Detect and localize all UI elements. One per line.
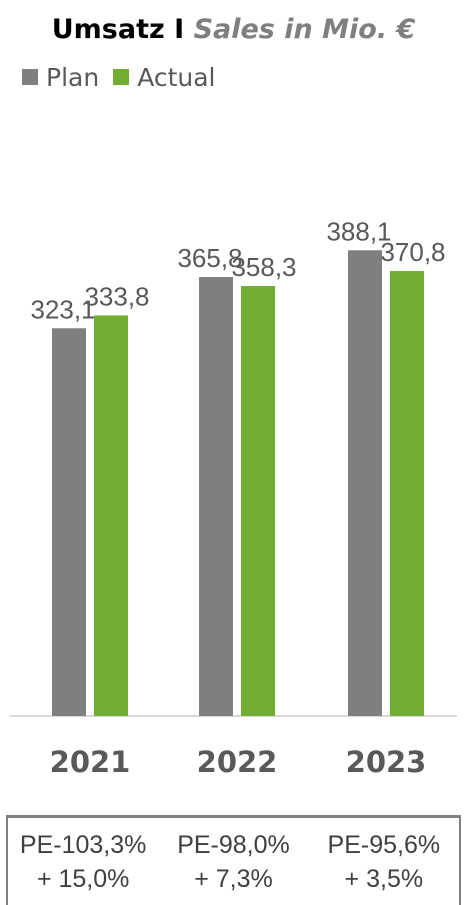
legend: Plan Actual <box>22 62 230 92</box>
data-label-plan-2021: 323,1 <box>30 294 95 324</box>
footer-cell-2023: PE-95,6% + 3,5% <box>309 818 459 905</box>
data-label-actual-2021: 333,8 <box>84 281 149 311</box>
bar-plan-2023 <box>348 250 382 716</box>
legend-swatch-plan <box>22 69 38 85</box>
footer-growth-2021: + 15,0% <box>36 865 130 893</box>
bar-actual-2021 <box>94 315 128 716</box>
x-tick-label-2023: 2023 <box>346 745 427 779</box>
bar-actual-2022 <box>241 286 275 716</box>
chart-subtitle: Sales in Mio. € <box>193 14 416 45</box>
legend-swatch-actual <box>113 69 130 85</box>
footer-pe-2023: PE-95,6% <box>327 831 441 859</box>
chart-title: Umsatz I Sales in Mio. € <box>0 14 467 45</box>
footer-table: PE-103,3% + 15,0% PE-98,0% + 7,3% PE-95,… <box>6 815 461 905</box>
footer-cell-2021: PE-103,3% + 15,0% <box>8 818 158 905</box>
chart-title-main: Umsatz I <box>51 14 185 45</box>
bar-plan-2021 <box>52 328 86 716</box>
footer-growth-2022: + 7,3% <box>194 865 273 893</box>
legend-item-actual: Actual <box>113 62 216 92</box>
data-label-plan-2023: 388,1 <box>326 216 391 246</box>
data-label-actual-2023: 370,8 <box>380 237 445 267</box>
data-label-actual-2022: 358,3 <box>231 252 296 282</box>
legend-label-actual: Actual <box>137 62 216 92</box>
x-tick-label-2022: 2022 <box>197 745 278 779</box>
footer-pe-2022: PE-98,0% <box>177 831 290 859</box>
x-tick-label-2021: 2021 <box>50 745 131 779</box>
footer-growth-2023: + 3,5% <box>344 865 424 893</box>
data-label-plan-2022: 365,8 <box>177 243 242 273</box>
footer-pe-2021: PE-103,3% <box>19 831 147 859</box>
footer-cell-2022: PE-98,0% + 7,3% <box>158 818 308 905</box>
legend-item-plan: Plan <box>22 63 99 92</box>
bar-actual-2023 <box>390 271 424 716</box>
bar-plan-2022 <box>199 277 233 716</box>
legend-label-plan: Plan <box>46 62 100 92</box>
